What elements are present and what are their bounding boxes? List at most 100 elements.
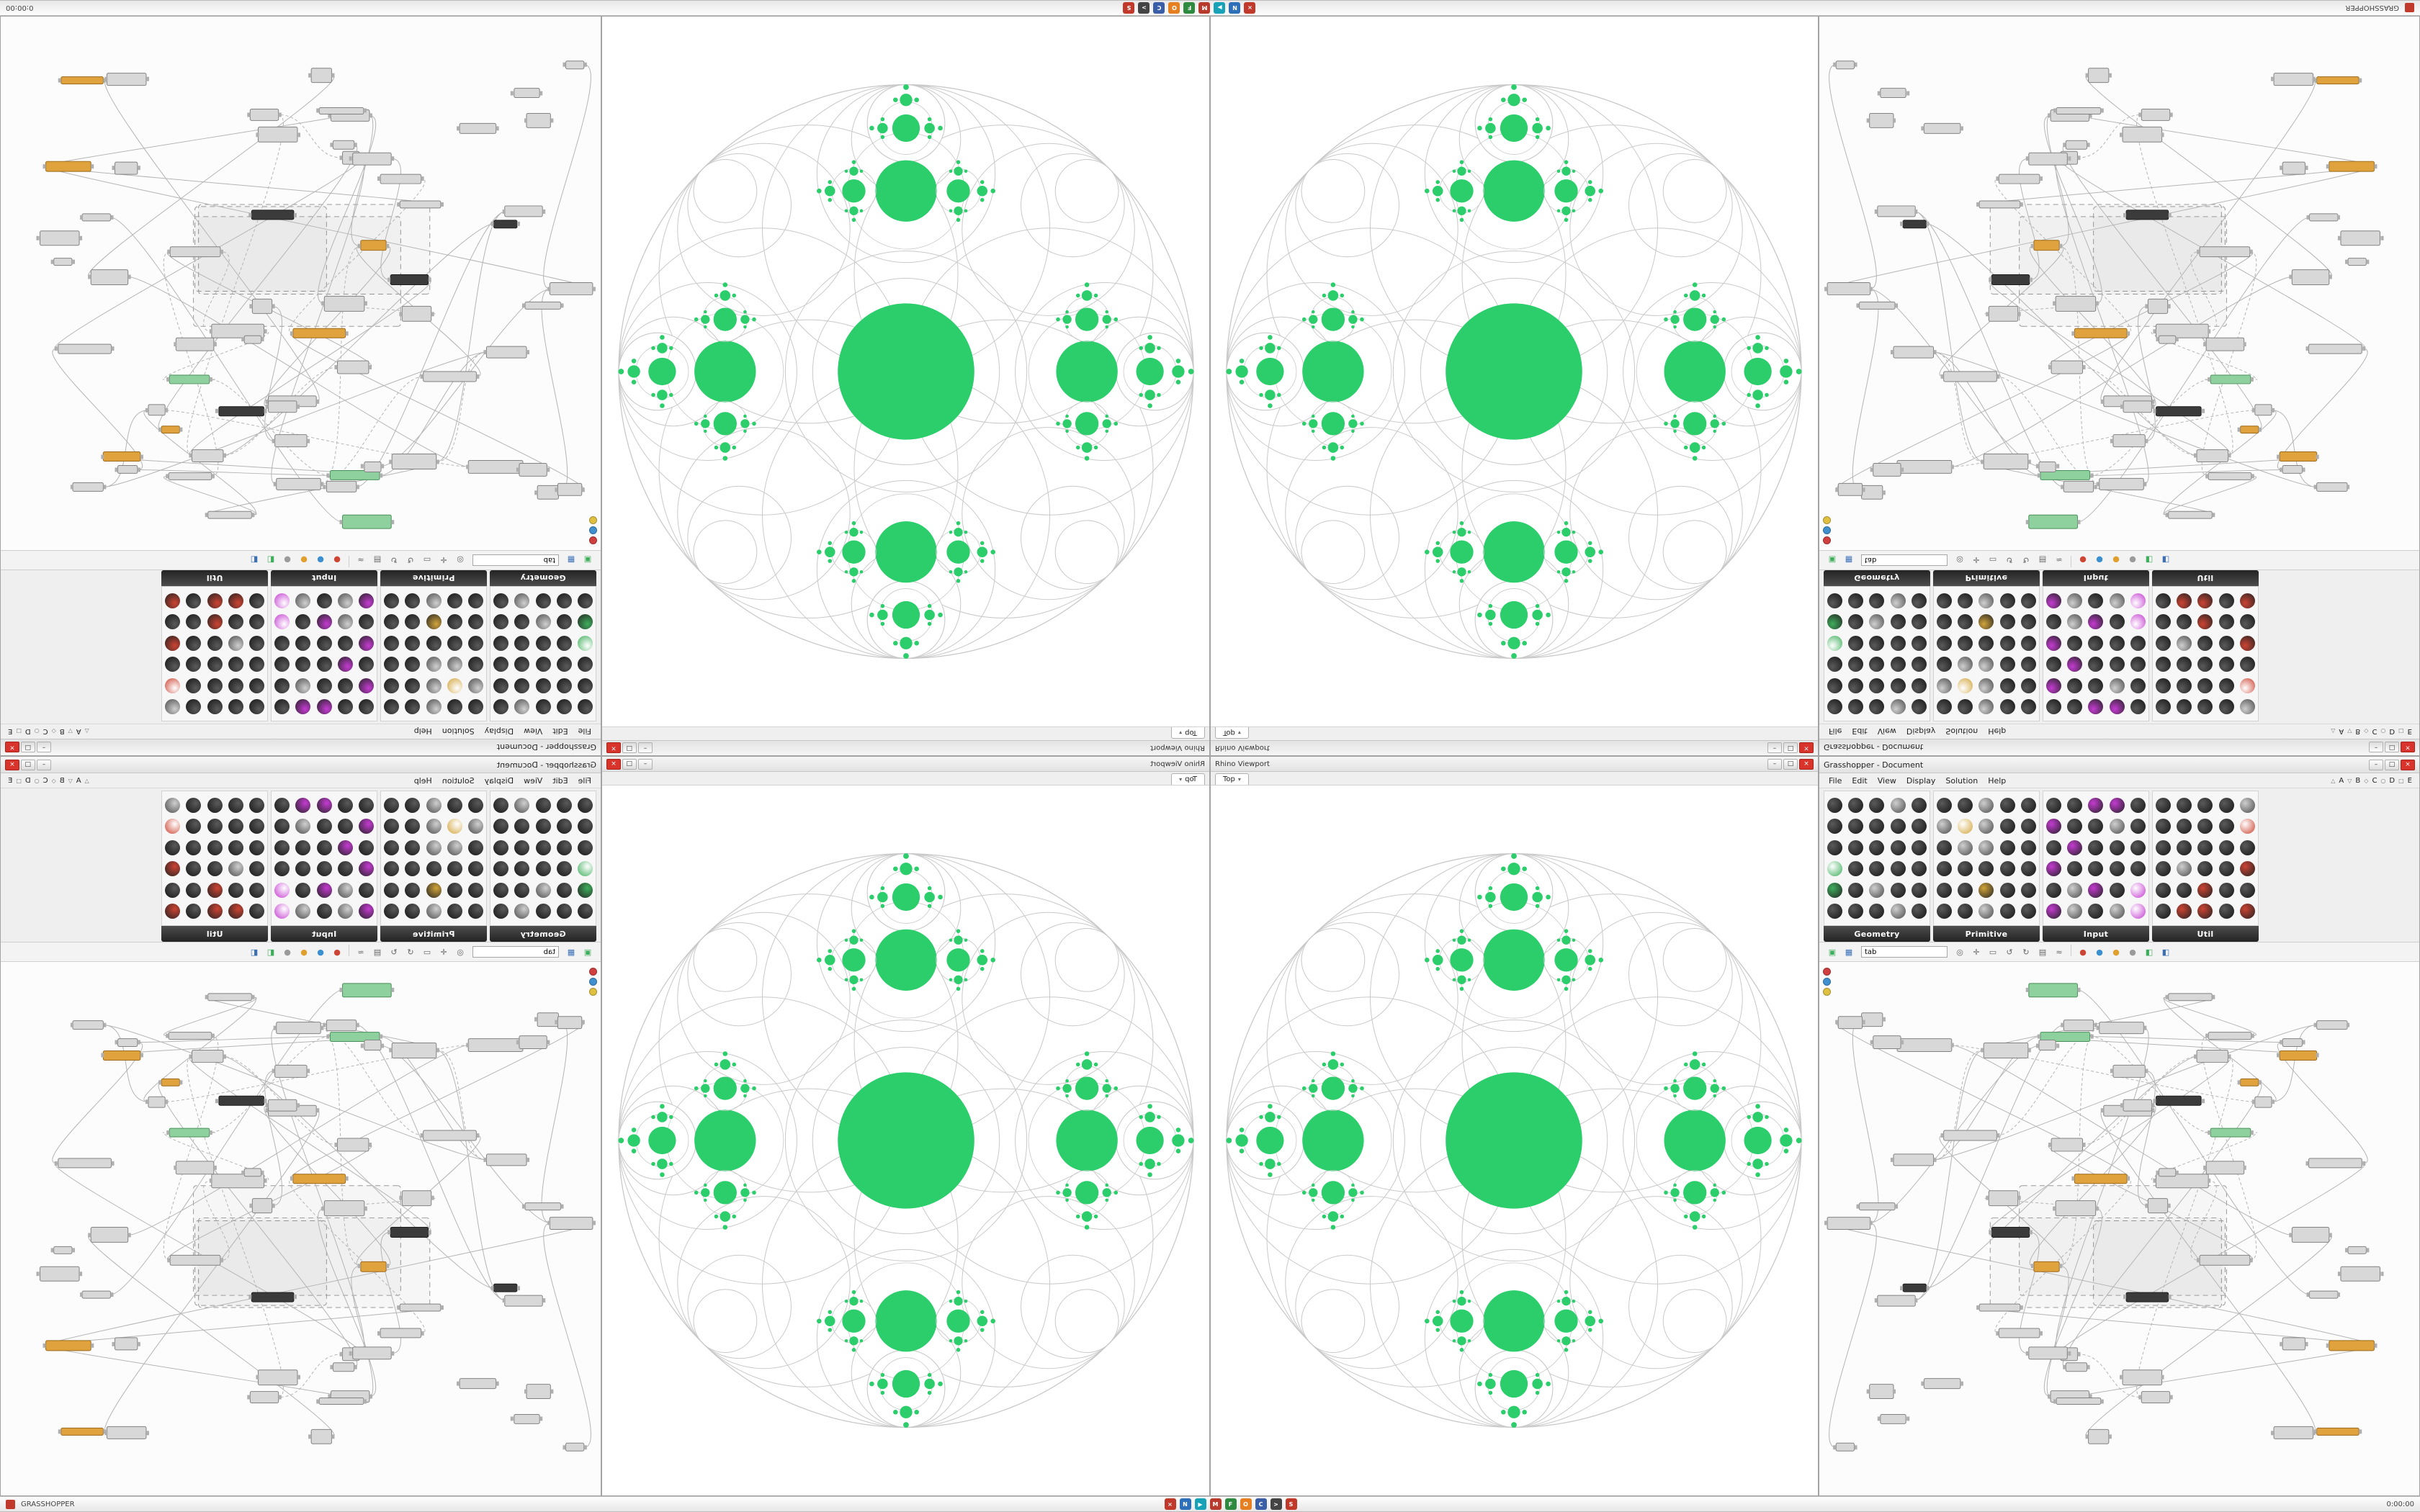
palette-component-icon[interactable]: [577, 861, 593, 877]
category-tab-e[interactable]: E: [2407, 776, 2412, 785]
palette-component-icon[interactable]: [186, 614, 202, 630]
gh-node[interactable]: [268, 1099, 297, 1112]
gh-node[interactable]: [168, 1032, 212, 1040]
palette-component-icon[interactable]: [2067, 614, 2083, 630]
palette-component-icon[interactable]: [358, 840, 374, 855]
gh-node[interactable]: [2282, 1337, 2305, 1351]
palette-component-icon[interactable]: [2177, 797, 2192, 813]
palette-component-icon[interactable]: [2109, 840, 2125, 855]
palette-component-icon[interactable]: [295, 840, 311, 855]
palette-component-icon[interactable]: [316, 904, 332, 919]
palette-component-icon[interactable]: [1999, 678, 2015, 693]
gh-node[interactable]: [2254, 404, 2272, 416]
gh-node[interactable]: [332, 140, 355, 150]
palette-component-icon[interactable]: [556, 593, 572, 608]
gh-node[interactable]: [90, 1227, 129, 1243]
palette-component-icon[interactable]: [337, 614, 353, 630]
minimize-button[interactable]: –: [638, 742, 653, 754]
palette-component-icon[interactable]: [316, 614, 332, 630]
palette-component-icon[interactable]: [1911, 861, 1927, 877]
palette-component-icon[interactable]: [467, 593, 483, 608]
palette-component-icon[interactable]: [514, 819, 530, 834]
palette-component-icon[interactable]: [1848, 797, 1864, 813]
palette-component-icon[interactable]: [228, 593, 243, 608]
palette-component-icon[interactable]: [556, 882, 572, 898]
maximize-button[interactable]: □: [1783, 742, 1798, 754]
palette-component-icon[interactable]: [384, 657, 400, 672]
gh-node[interactable]: [514, 1413, 540, 1424]
gh-node[interactable]: [1988, 305, 2019, 322]
palette-component-icon[interactable]: [2239, 861, 2255, 877]
gh-node[interactable]: [1978, 1303, 2021, 1312]
palette-component-icon[interactable]: [1999, 819, 2015, 834]
palette-component-icon[interactable]: [186, 699, 202, 715]
menu-item-edit[interactable]: Edit: [552, 775, 568, 786]
palette-component-icon[interactable]: [2156, 699, 2172, 715]
palette-component-icon[interactable]: [426, 699, 442, 715]
system-tray-icon[interactable]: [2405, 3, 2414, 13]
palette-component-icon[interactable]: [2109, 657, 2125, 672]
palette-component-icon[interactable]: [2218, 635, 2234, 651]
palette-component-icon[interactable]: [467, 840, 483, 855]
palette-component-icon[interactable]: [316, 819, 332, 834]
palette-component-icon[interactable]: [556, 819, 572, 834]
palette-component-icon[interactable]: [1890, 797, 1906, 813]
palette-component-icon[interactable]: [2239, 840, 2255, 855]
code-app-icon[interactable]: C: [1153, 2, 1165, 14]
gh-node[interactable]: [243, 1168, 261, 1177]
gh-node[interactable]: [1988, 1190, 2019, 1207]
palette-component-icon[interactable]: [493, 614, 509, 630]
gh-node[interactable]: [292, 328, 346, 338]
save-file-icon[interactable]: ▦: [567, 555, 575, 565]
gh-node[interactable]: [2210, 374, 2251, 384]
palette-component-icon[interactable]: [447, 614, 462, 630]
gh-canvas[interactable]: [1, 962, 601, 1495]
wire-display-icon[interactable]: ≈: [357, 947, 364, 957]
palette-component-icon[interactable]: [447, 657, 462, 672]
wire-display-icon[interactable]: ≈: [2056, 555, 2063, 565]
palette-component-icon[interactable]: [1978, 904, 1994, 919]
gh-node[interactable]: [251, 1198, 273, 1214]
gh-node[interactable]: [2063, 480, 2094, 492]
menu-item-view[interactable]: View: [524, 775, 543, 786]
palette-component-icon[interactable]: [1848, 635, 1864, 651]
palette-component-icon[interactable]: [2046, 819, 2062, 834]
palette-component-icon[interactable]: [2156, 882, 2172, 898]
palette-component-icon[interactable]: [2156, 819, 2172, 834]
palette-component-icon[interactable]: [2088, 797, 2104, 813]
gh-node[interactable]: [2033, 240, 2060, 251]
gh-node[interactable]: [360, 1261, 387, 1272]
gh-node[interactable]: [2199, 246, 2251, 258]
gh-node[interactable]: [90, 269, 129, 285]
palette-component-icon[interactable]: [2239, 593, 2255, 608]
gh-node[interactable]: [2122, 1369, 2163, 1386]
palette-component-icon[interactable]: [493, 882, 509, 898]
palette-component-icon[interactable]: [2109, 861, 2125, 877]
palette-component-icon[interactable]: [1937, 593, 1953, 608]
palette-component-icon[interactable]: [405, 593, 421, 608]
palette-component-icon[interactable]: [295, 678, 311, 693]
palette-component-icon[interactable]: [535, 657, 551, 672]
palette-component-icon[interactable]: [358, 797, 374, 813]
gh-node[interactable]: [2028, 1346, 2068, 1360]
palette-component-icon[interactable]: [2088, 882, 2104, 898]
palette-component-icon[interactable]: [316, 840, 332, 855]
palette-component-icon[interactable]: [1958, 840, 1973, 855]
palette-component-icon[interactable]: [2239, 657, 2255, 672]
palette-component-icon[interactable]: [2109, 797, 2125, 813]
settings-app-icon[interactable]: S: [1285, 1498, 1297, 1510]
gh-node[interactable]: [565, 60, 585, 70]
palette-component-icon[interactable]: [514, 657, 530, 672]
gh-node[interactable]: [2340, 1266, 2380, 1282]
palette-component-icon[interactable]: [228, 840, 243, 855]
gh-node[interactable]: [1837, 482, 1863, 496]
gh-node[interactable]: [102, 451, 141, 462]
palette-component-icon[interactable]: [535, 614, 551, 630]
palette-component-icon[interactable]: [1911, 593, 1927, 608]
palette-component-icon[interactable]: [1911, 819, 1927, 834]
palette-component-icon[interactable]: [1958, 635, 1973, 651]
palette-component-icon[interactable]: [295, 861, 311, 877]
palette-component-icon[interactable]: [1890, 593, 1906, 608]
redo-icon[interactable]: ↻: [2022, 555, 2030, 565]
palette-component-icon[interactable]: [2088, 635, 2104, 651]
